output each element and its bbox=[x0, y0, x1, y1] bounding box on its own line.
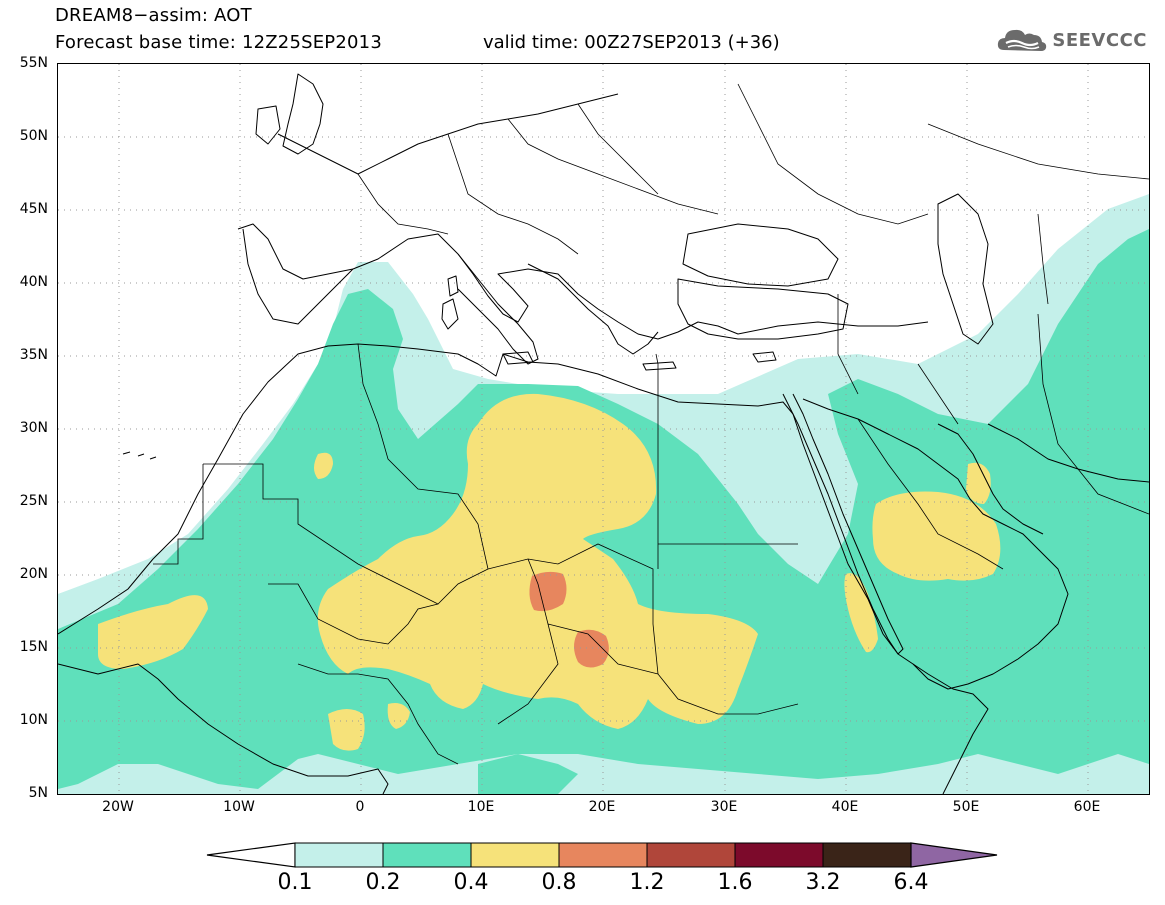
lat-label-30N: 30N bbox=[19, 420, 48, 436]
lat-label-5N: 5N bbox=[28, 785, 48, 801]
north-coast-europe bbox=[277, 93, 619, 175]
sardinia bbox=[441, 298, 459, 330]
lat-label-55N: 55N bbox=[19, 55, 48, 71]
colorbar-label-1.2: 1.2 bbox=[629, 870, 665, 895]
lon-label-20W: 20W bbox=[102, 799, 134, 815]
colorbar-label-0.2: 0.2 bbox=[365, 870, 401, 895]
lat-label-20N: 20N bbox=[19, 566, 48, 582]
colorbar-bin-1.6 bbox=[734, 842, 824, 868]
turkey bbox=[677, 278, 849, 340]
italy bbox=[457, 253, 539, 365]
black-sea bbox=[682, 223, 839, 287]
forecast-base-time: Forecast base time: 12Z25SEP2013 bbox=[55, 32, 382, 53]
colorbar-label-6.4: 6.4 bbox=[893, 870, 929, 895]
lon-label-30E: 30E bbox=[710, 799, 738, 815]
brand-logo: SEEVCCC bbox=[996, 26, 1147, 54]
coastlines bbox=[58, 73, 1149, 794]
red-sea bbox=[782, 393, 904, 655]
arabian-peninsula bbox=[802, 398, 1069, 690]
colorbar-bin-0.1 bbox=[294, 842, 384, 868]
valid-time: valid time: 00Z27SEP2013 (+36) bbox=[483, 32, 780, 53]
colorbar-label-3.2: 3.2 bbox=[805, 870, 841, 895]
colorbar-label-0.1: 0.1 bbox=[277, 870, 313, 895]
caspian-sea bbox=[937, 193, 994, 345]
lon-label-50E: 50E bbox=[952, 799, 980, 815]
lon-label-40E: 40E bbox=[831, 799, 859, 815]
country-borders bbox=[153, 83, 1149, 765]
lat-label-45N: 45N bbox=[19, 201, 48, 217]
ireland bbox=[255, 105, 281, 145]
colorbar-high-triangle bbox=[910, 842, 998, 868]
lon-label-60E: 60E bbox=[1073, 799, 1101, 815]
aot-layer-0.8 bbox=[529, 571, 609, 668]
lon-label-20E: 20E bbox=[588, 799, 616, 815]
gulf-of-guinea bbox=[58, 663, 389, 794]
colorbar-label-1.6: 1.6 bbox=[717, 870, 753, 895]
britain bbox=[282, 73, 324, 155]
lat-label-10N: 10N bbox=[19, 712, 48, 728]
colorbar-low-triangle bbox=[206, 842, 296, 868]
iberia bbox=[242, 228, 354, 325]
corsica bbox=[447, 275, 459, 297]
colorbar-bin-0.8 bbox=[558, 842, 648, 868]
cloud-logo-icon bbox=[998, 29, 1047, 51]
colorbar-label-0.8: 0.8 bbox=[541, 870, 577, 895]
africa-coast bbox=[58, 343, 989, 794]
canary-islands bbox=[122, 451, 157, 460]
colorbar-bin-0.4 bbox=[470, 842, 560, 868]
map-panel bbox=[57, 63, 1150, 795]
brand-text: SEEVCCC bbox=[1052, 29, 1147, 51]
crete bbox=[642, 361, 677, 371]
sicily bbox=[502, 351, 534, 365]
persian-gulf bbox=[937, 423, 1044, 535]
lon-label-0: 0 bbox=[355, 799, 365, 815]
colorbar-bin-0.2 bbox=[382, 842, 472, 868]
lat-label-35N: 35N bbox=[19, 347, 48, 363]
map-title: DREAM8−assim: AOT bbox=[55, 5, 252, 26]
cyprus bbox=[752, 351, 777, 363]
colorbar-bin-1.2 bbox=[646, 842, 736, 868]
lat-label-50N: 50N bbox=[19, 128, 48, 144]
balkans-greece bbox=[527, 263, 659, 355]
lat-label-40N: 40N bbox=[19, 274, 48, 290]
lon-label-10E: 10E bbox=[467, 799, 495, 815]
europe-coast bbox=[237, 223, 929, 340]
colorbar-bin-3.2 bbox=[822, 842, 912, 868]
colorbar bbox=[206, 842, 998, 868]
lat-label-25N: 25N bbox=[19, 493, 48, 509]
lon-label-10W: 10W bbox=[223, 799, 255, 815]
lat-label-15N: 15N bbox=[19, 639, 48, 655]
map-canvas bbox=[58, 64, 1149, 794]
iran-coast bbox=[987, 423, 1149, 483]
colorbar-label-0.4: 0.4 bbox=[453, 870, 489, 895]
aot-layer-0.4 bbox=[98, 393, 1001, 751]
